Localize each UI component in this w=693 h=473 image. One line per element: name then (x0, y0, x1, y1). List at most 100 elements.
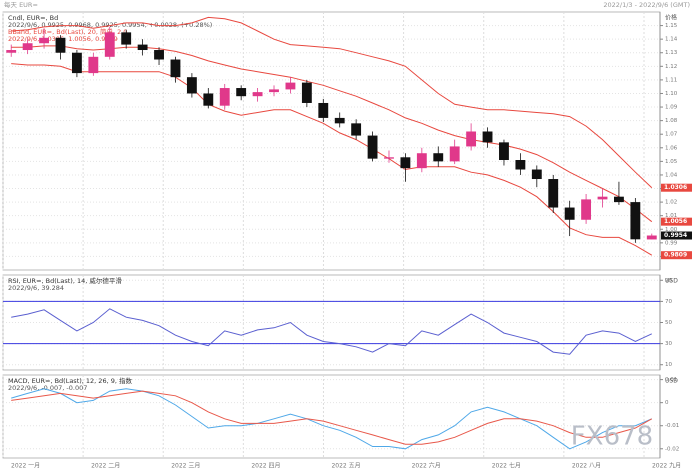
y-axis-label: USD (665, 278, 678, 285)
y-tick-label: 50 (665, 320, 672, 326)
y-tick-label: 0.01 (665, 377, 677, 383)
candle-body (55, 37, 66, 53)
candle-body (581, 199, 592, 220)
candle-body (630, 202, 641, 240)
pane-title: MACD, EUR=, Bd(Last), 12, 26, 9, 指数 (8, 376, 132, 385)
pane-subtitle: 2022/9/6, 0.9925, 0.9968, 0.9925, 0.9954… (8, 21, 212, 29)
candle-body (203, 93, 214, 106)
candle-body (515, 160, 526, 170)
candle-body (466, 131, 477, 147)
candle-body (121, 32, 132, 45)
bollinger-band (11, 16, 653, 189)
x-tick-label: 2022 八月 (572, 463, 601, 470)
candle-body (154, 50, 164, 60)
y-axis-label: 价格 (665, 14, 677, 22)
overlay-title: BBand, EUR=, Bd(Last), 20, 简单, 2.0 (8, 27, 127, 36)
candle-body (384, 157, 394, 159)
x-tick-label: 2022 一月 (11, 463, 40, 470)
candle-body (531, 169, 542, 180)
x-tick-label: 2022 九月 (652, 462, 681, 470)
x-tick-label: 2022 五月 (331, 463, 360, 470)
candle-body (22, 43, 33, 51)
price-marker-label: 0.9954 (664, 232, 687, 239)
candle-body (137, 44, 148, 51)
candle-body (614, 196, 624, 203)
candle-body (334, 117, 345, 124)
y-tick-label: 1.15 (665, 23, 678, 29)
price-marker-label: 1.0056 (664, 218, 687, 225)
y-tick-label: 1.06 (665, 145, 678, 151)
header-right: 2022/1/3 - 2022/9/6 (GMT) (603, 1, 690, 9)
price-marker (661, 231, 692, 240)
candle-body (499, 142, 509, 161)
candle-body (236, 88, 247, 97)
candle-body (269, 89, 279, 93)
candle-body (400, 157, 411, 169)
pane-title: RSI, EUR=, Bd(Last), 14, 威尔德平滑 (8, 276, 122, 285)
candle-body (548, 179, 559, 208)
y-tick-label: 1.05 (665, 159, 678, 165)
candle-body (597, 196, 608, 200)
y-tick-label: -0.01 (665, 423, 679, 429)
candle-body (367, 135, 378, 159)
x-tick-label: 2022 二月 (91, 463, 120, 470)
y-tick-label: 70 (665, 299, 672, 305)
candle-body (219, 88, 230, 106)
candle-body (449, 146, 460, 162)
indicator-line (11, 308, 653, 355)
y-tick-label: 30 (665, 341, 672, 347)
x-tick-label: 2022 六月 (412, 462, 441, 470)
y-tick-label: 1.07 (665, 132, 678, 138)
x-tick-label: 2022 四月 (251, 463, 280, 470)
candle-body (88, 56, 99, 74)
x-tick-label: 2022 七月 (492, 462, 521, 470)
y-tick-label: 1.01 (665, 213, 677, 219)
y-tick-label: 1.00 (665, 227, 678, 233)
header-left: 每天 EUR= (4, 0, 38, 9)
y-tick-label: 1.14 (665, 37, 678, 43)
price-marker (661, 251, 692, 260)
pane-title: Cndl, EUR=, Bd (8, 14, 58, 22)
y-tick-label: 90 (665, 278, 672, 284)
y-tick-label: 0 (665, 400, 669, 406)
price-marker (661, 183, 692, 192)
candle-body (39, 37, 49, 44)
watermark: FX678 (571, 422, 653, 452)
pane-subtitle: 2022/9/6, 39.284 (8, 284, 64, 292)
candle-body (564, 207, 575, 220)
indicator-line (11, 390, 653, 445)
y-tick-label: 1.04 (665, 172, 678, 178)
candle-body (285, 82, 296, 90)
candle-body (186, 77, 197, 94)
y-tick-label: 10 (665, 362, 672, 368)
candle-body (482, 131, 493, 143)
candle-body (252, 92, 263, 97)
price-marker-label: 1.0306 (664, 184, 687, 191)
y-tick-label: 1.08 (665, 118, 678, 124)
y-tick-label: 1.11 (665, 77, 677, 83)
y-tick-label: 1.10 (665, 91, 678, 97)
candle-body (433, 153, 444, 162)
y-tick-label: 1.02 (665, 200, 677, 206)
candle-body (301, 82, 312, 103)
price-marker (661, 217, 692, 226)
y-tick-label: -0.02 (665, 446, 679, 452)
candle-body (416, 153, 427, 169)
y-axis-label: USD (665, 378, 678, 385)
pane-subtitle: 2022/9/6, -0.007, -0.007 (8, 384, 87, 392)
x-tick-label: 2022 三月 (171, 463, 200, 470)
candle-body (71, 52, 82, 74)
candle-body (646, 235, 657, 240)
price-marker-label: 0.9809 (664, 252, 687, 259)
bollinger-band (11, 45, 653, 223)
candle-body (6, 50, 17, 53)
candle-body (351, 123, 362, 136)
candle-body (170, 59, 181, 78)
candle-body (104, 32, 115, 57)
y-tick-label: 0.99 (665, 240, 678, 246)
bollinger-band (11, 63, 653, 256)
y-tick-label: 1.12 (665, 64, 677, 70)
y-tick-label: 1.13 (665, 50, 678, 56)
